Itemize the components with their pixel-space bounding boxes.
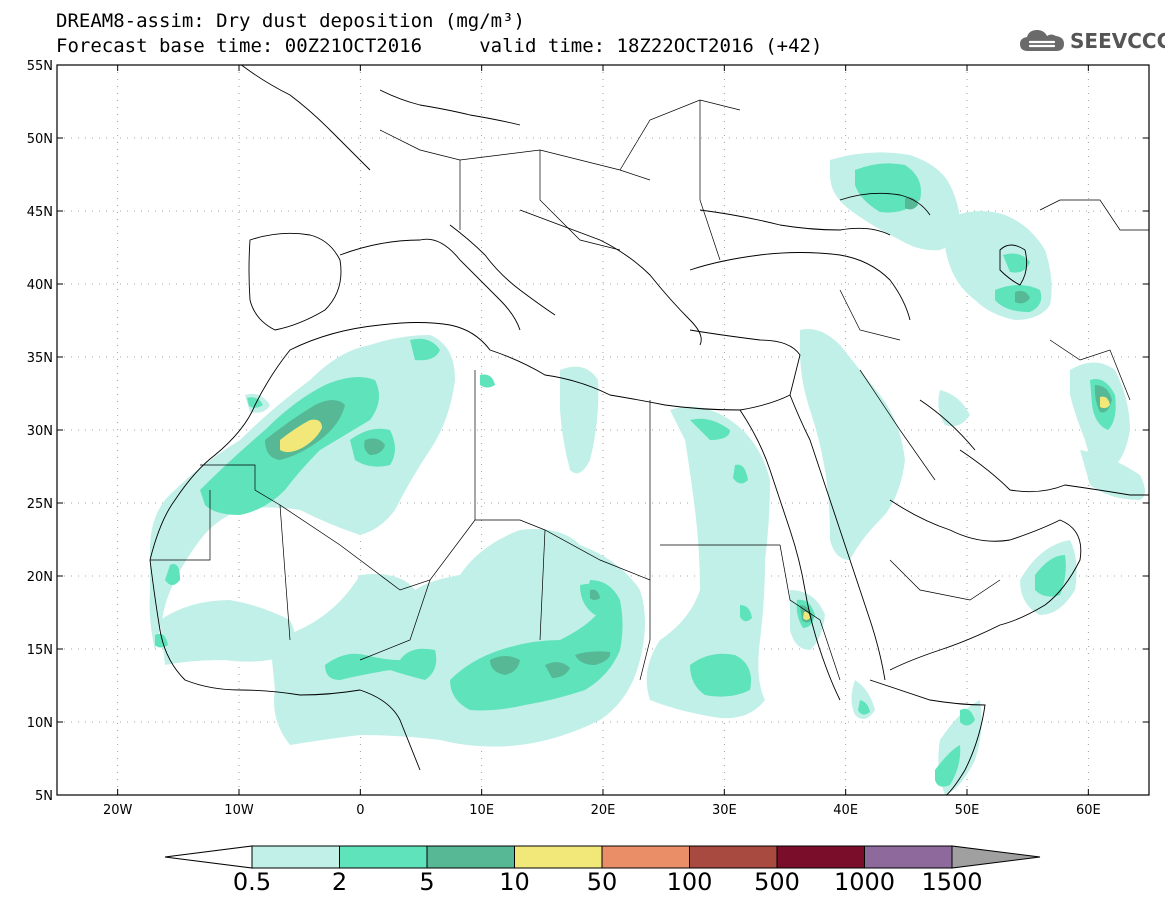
colorbar [164, 845, 1041, 869]
lon-label: 10W [224, 803, 254, 818]
lat-label: 45N [27, 205, 53, 220]
lat-label: 10N [27, 716, 53, 731]
colorbar-segment [864, 845, 953, 869]
colorbar-label: 5 [419, 868, 435, 896]
colorbar-segment [514, 845, 603, 869]
colorbar-segment [426, 845, 515, 869]
lon-label: 40E [833, 803, 858, 818]
logo-text: SEEVCCC [1070, 29, 1165, 53]
lat-label: 50N [27, 132, 53, 147]
dust-level-4 [280, 396, 1110, 620]
lon-label: 20E [591, 803, 616, 818]
lat-label: 15N [27, 643, 53, 658]
colorbar-label: 1000 [833, 868, 896, 896]
lat-label: 5N [35, 789, 53, 804]
lon-label: 60E [1076, 803, 1101, 818]
dust-field [149, 152, 1145, 795]
lon-label: 10E [469, 803, 494, 818]
longitude-labels: 20W 10W 0 10E 20E 30E 40E 50E 60E [103, 65, 1101, 818]
colorbar-label: 0.5 [232, 868, 272, 896]
lat-label: 35N [27, 351, 53, 366]
lon-label: 20W [103, 803, 133, 818]
lat-label: 20N [27, 570, 53, 585]
colorbar-label: 2 [331, 868, 348, 896]
colorbar-label: 10 [499, 868, 530, 896]
colorbar-segment [251, 845, 340, 869]
colorbar-under-arrow [164, 845, 253, 869]
colorbar-label: 1500 [921, 868, 983, 896]
lat-label: 25N [27, 497, 53, 512]
country-borders [150, 99, 1149, 681]
latitude-labels: 55N 50N 45N 40N 35N 30N 25N 20N 15N 10N 5N [27, 59, 1149, 804]
colorbar-over-arrow [951, 845, 1041, 869]
lon-label: 30E [712, 803, 737, 818]
coastlines [149, 65, 1149, 795]
cloud-logo-icon [1020, 30, 1064, 51]
colorbar-segment [339, 845, 428, 869]
lat-label: 30N [27, 424, 53, 439]
lon-label: 50E [955, 803, 980, 818]
colorbar-label: 500 [754, 868, 800, 896]
colorbar-label: 100 [666, 868, 713, 896]
colorbar-segment [689, 845, 778, 869]
map-title: DREAM8-assim: Dry dust deposition (mg/m³… [56, 10, 525, 32]
forecast-time-subtitle: Forecast base time: 00Z21OCT2016 valid t… [56, 35, 823, 57]
dust-level-1 [149, 152, 1145, 795]
lat-label: 40N [27, 278, 53, 293]
seevccc-logo: SEEVCCC [1018, 24, 1165, 58]
colorbar-label: 50 [586, 868, 618, 896]
colorbar-segment [601, 845, 690, 869]
lon-label: 0 [356, 803, 364, 818]
colorbar-segment [776, 845, 865, 869]
lat-label: 55N [27, 59, 53, 74]
